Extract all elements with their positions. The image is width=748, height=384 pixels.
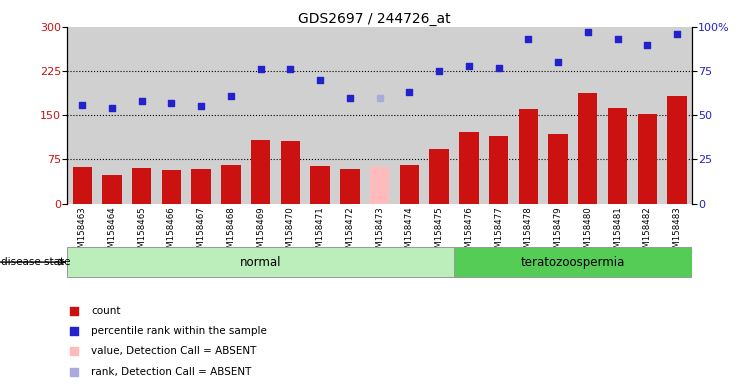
Bar xyxy=(394,27,424,204)
Point xyxy=(135,98,147,104)
Point xyxy=(76,101,88,108)
Text: teratozoospermia: teratozoospermia xyxy=(521,256,625,268)
Bar xyxy=(632,27,662,204)
Text: percentile rank within the sample: percentile rank within the sample xyxy=(91,326,267,336)
Point xyxy=(373,94,385,101)
Bar xyxy=(156,27,186,204)
Bar xyxy=(578,93,598,204)
Bar xyxy=(216,27,246,204)
Bar xyxy=(162,170,181,204)
Point xyxy=(67,348,79,354)
Bar xyxy=(186,27,216,204)
Bar xyxy=(132,168,151,204)
Point xyxy=(165,100,177,106)
Point xyxy=(314,77,326,83)
Bar xyxy=(424,27,454,204)
Bar xyxy=(662,27,692,204)
Bar xyxy=(667,96,687,204)
Point xyxy=(582,29,594,35)
Point xyxy=(671,31,683,37)
Point xyxy=(195,103,207,109)
Bar xyxy=(67,247,454,277)
Point xyxy=(641,41,653,48)
Bar xyxy=(246,27,275,204)
Bar xyxy=(573,27,603,204)
Bar xyxy=(399,165,419,204)
Point xyxy=(284,66,296,72)
Point xyxy=(254,66,266,72)
Text: disease state: disease state xyxy=(1,257,71,267)
Text: value, Detection Call = ABSENT: value, Detection Call = ABSENT xyxy=(91,346,257,356)
Bar xyxy=(275,27,305,204)
Bar xyxy=(73,167,92,204)
Bar xyxy=(548,134,568,204)
Bar xyxy=(543,27,573,204)
Bar xyxy=(280,141,300,204)
Bar xyxy=(484,27,513,204)
Bar xyxy=(67,27,97,204)
Point xyxy=(493,65,505,71)
Point xyxy=(522,36,534,42)
Bar xyxy=(454,247,692,277)
Point xyxy=(67,328,79,334)
Bar xyxy=(489,136,508,204)
Text: count: count xyxy=(91,306,120,316)
Text: normal: normal xyxy=(240,256,281,268)
Bar xyxy=(305,27,335,204)
Bar xyxy=(251,140,270,204)
Text: rank, Detection Call = ABSENT: rank, Detection Call = ABSENT xyxy=(91,367,251,377)
Point xyxy=(225,93,237,99)
Bar xyxy=(603,27,632,204)
Point xyxy=(67,369,79,375)
Point xyxy=(552,59,564,65)
Bar xyxy=(518,109,538,204)
Bar xyxy=(513,27,543,204)
Point xyxy=(463,63,475,69)
Bar xyxy=(429,149,449,204)
Bar xyxy=(127,27,156,204)
Point xyxy=(67,308,79,314)
Bar xyxy=(370,167,389,204)
Bar xyxy=(102,175,122,204)
Bar xyxy=(454,27,484,204)
Point xyxy=(106,105,118,111)
Bar xyxy=(608,108,628,204)
Bar xyxy=(340,169,360,204)
Bar xyxy=(221,165,241,204)
Point xyxy=(344,94,356,101)
Bar xyxy=(310,166,330,204)
Bar xyxy=(97,27,127,204)
Bar xyxy=(191,169,211,204)
Text: GDS2697 / 244726_at: GDS2697 / 244726_at xyxy=(298,12,450,25)
Bar xyxy=(637,114,657,204)
Point xyxy=(433,68,445,74)
Point xyxy=(403,89,415,95)
Bar xyxy=(335,27,365,204)
Bar xyxy=(365,27,394,204)
Point xyxy=(612,36,624,42)
Bar xyxy=(459,132,479,204)
